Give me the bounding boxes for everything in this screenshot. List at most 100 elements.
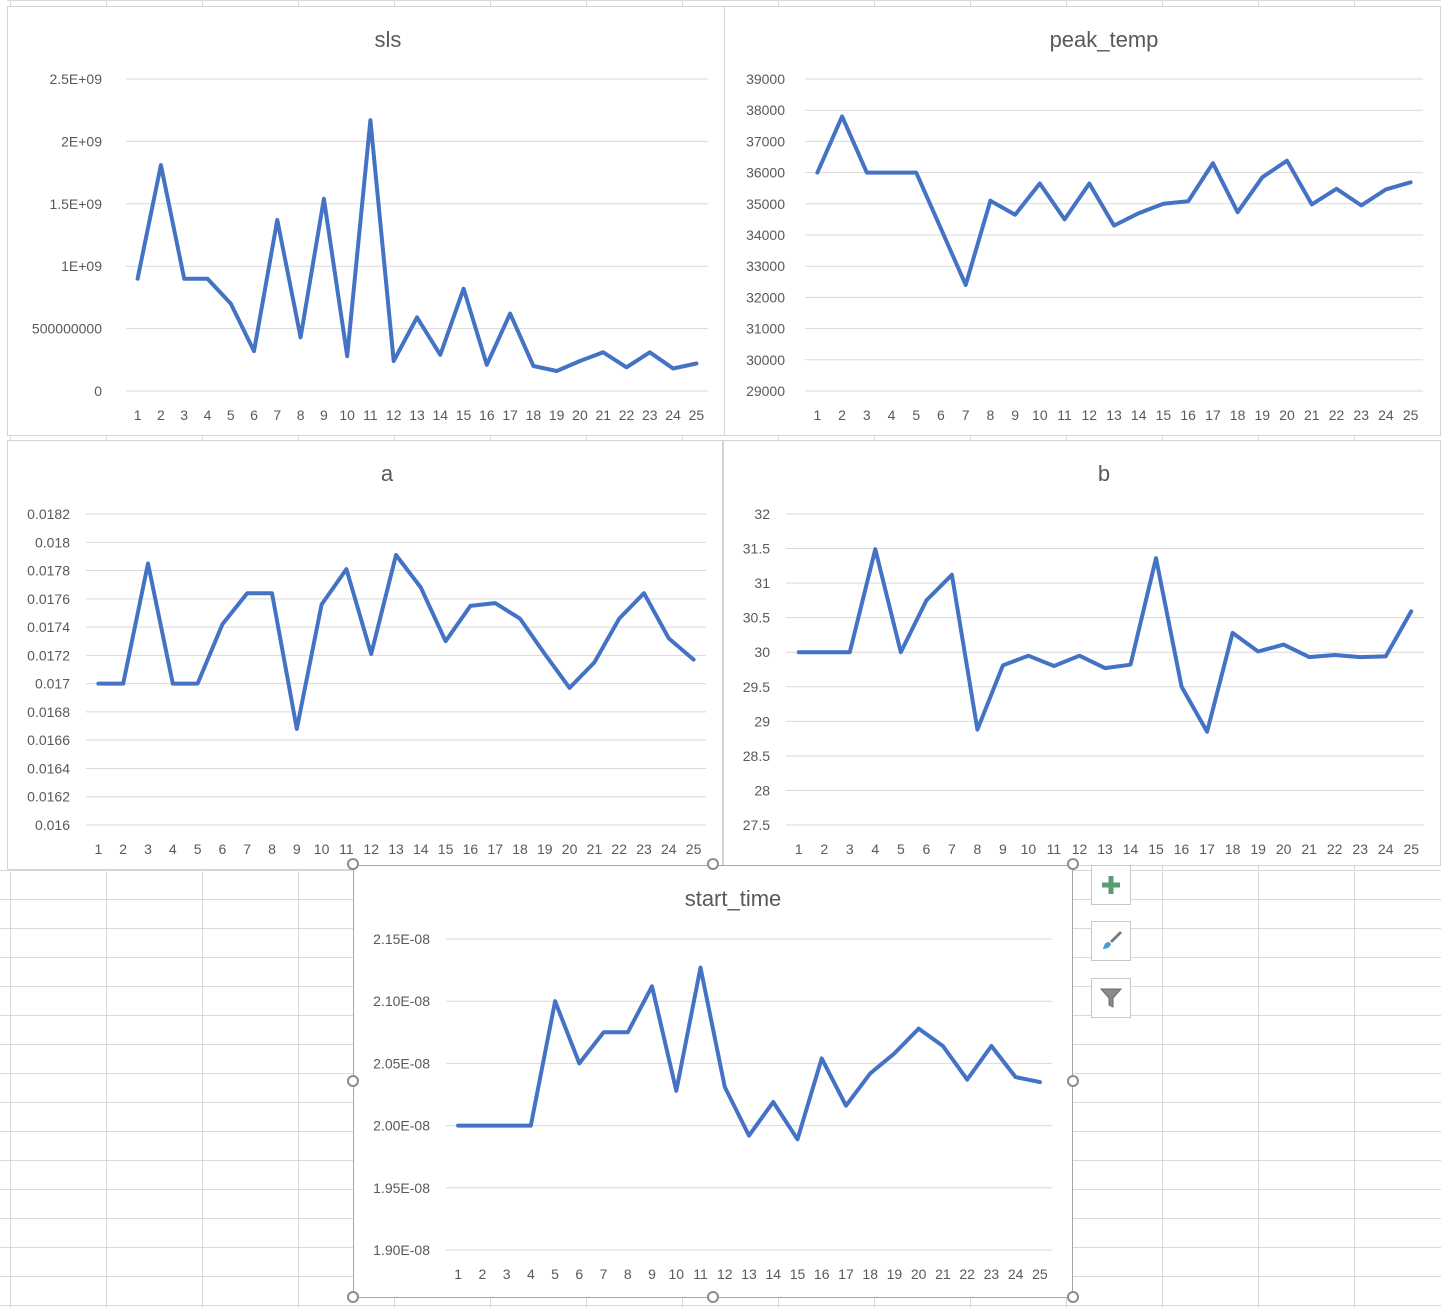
x-tick-label: 8	[987, 407, 995, 423]
series-line[interactable]	[815, 114, 1413, 287]
x-tick-label: 10	[339, 407, 355, 423]
x-tick-label: 13	[388, 841, 404, 857]
resize-handle-bottom-left[interactable]	[347, 1291, 359, 1303]
chart-sls[interactable]: 0 500000000 1E+09 1.5E+09 2E+09 2.5E+09 1 2 3 4 5 6…	[7, 6, 725, 436]
x-tick-label: 11	[339, 841, 354, 857]
y-tick-label: 30.5	[743, 610, 770, 626]
x-tick-label: 22	[1327, 841, 1343, 857]
y-tick-label: 0.0176	[27, 591, 70, 607]
x-tick-label: 6	[922, 841, 930, 857]
chart-peak-temp[interactable]: 29000 30000 31000 32000 33000 34000 35000 36000…	[724, 6, 1441, 436]
resize-handle-top-left[interactable]	[347, 858, 359, 870]
x-tick-label: 16	[1180, 407, 1196, 423]
resize-handle-top-center[interactable]	[707, 858, 719, 870]
x-tick-label: 19	[887, 1266, 903, 1282]
x-tick-label: 15	[456, 407, 472, 423]
chart-elements-button[interactable]	[1091, 865, 1131, 905]
y-tick-label: 37000	[746, 133, 785, 149]
x-tick-label: 7	[948, 841, 956, 857]
chart-title: start_time	[685, 886, 782, 911]
x-tick-label: 5	[551, 1266, 559, 1282]
x-tick-label: 15	[790, 1266, 806, 1282]
x-tick-label: 2	[478, 1266, 486, 1282]
resize-handle-bottom-right[interactable]	[1067, 1291, 1079, 1303]
x-tick-label: 12	[1072, 841, 1088, 857]
x-tick-label: 3	[180, 407, 188, 423]
series-line[interactable]	[456, 965, 1042, 1142]
x-tick-label: 23	[984, 1266, 1000, 1282]
x-tick-label: 7	[243, 841, 251, 857]
y-tick-label: 31000	[746, 321, 785, 337]
chart-title: a	[381, 461, 394, 486]
x-tick-label: 12	[386, 407, 402, 423]
x-tick-label: 3	[144, 841, 152, 857]
y-tick-label: 27.5	[743, 817, 770, 833]
x-tick-label: 19	[1250, 841, 1266, 857]
chart-start-time[interactable]: 1.90E-08 1.95E-08 2.00E-08 2.05E-08 2.10E-08…	[353, 865, 1073, 1298]
y-tick-label: 34000	[746, 227, 785, 243]
x-tick-label: 22	[959, 1266, 975, 1282]
y-tick-label: 1.95E-08	[373, 1180, 430, 1196]
y-tick-label: 38000	[746, 102, 785, 118]
y-tick-label: 29000	[746, 383, 785, 399]
x-tick-label: 18	[1230, 407, 1246, 423]
chart-styles-button[interactable]	[1091, 921, 1131, 961]
x-tick-label: 7	[962, 407, 970, 423]
y-tick-label: 29	[754, 713, 770, 729]
y-tick-label: 2.10E-08	[373, 993, 430, 1009]
y-tick-label: 39000	[746, 71, 785, 87]
x-tick-label: 25	[1403, 841, 1419, 857]
y-tick-label: 0.016	[35, 817, 70, 833]
x-tick-label: 2	[838, 407, 846, 423]
x-tick-label: 24	[1378, 841, 1394, 857]
y-tick-label: 28.5	[743, 748, 770, 764]
x-tick-label: 23	[1352, 841, 1368, 857]
x-tick-label: 13	[1106, 407, 1122, 423]
chart-filters-button[interactable]	[1091, 978, 1131, 1018]
y-tick-label: 0.0164	[27, 760, 70, 776]
x-tick-label: 16	[1174, 841, 1190, 857]
x-tick-label: 11	[363, 407, 378, 423]
x-tick-label: 19	[1255, 407, 1271, 423]
series-line[interactable]	[796, 547, 1414, 734]
x-tick-label: 4	[888, 407, 896, 423]
x-tick-label: 9	[648, 1266, 656, 1282]
x-tick-label: 17	[1199, 841, 1215, 857]
x-tick-label: 6	[219, 841, 227, 857]
x-tick-label: 21	[1304, 407, 1320, 423]
x-tick-label: 18	[512, 841, 528, 857]
x-tick-label: 21	[595, 407, 611, 423]
chart-title: sls	[375, 27, 402, 52]
x-tick-label: 3	[846, 841, 854, 857]
x-tick-label: 25	[686, 841, 702, 857]
y-tick-label: 1E+09	[61, 258, 102, 274]
y-tick-label: 0.0162	[27, 789, 70, 805]
resize-handle-top-right[interactable]	[1067, 858, 1079, 870]
x-tick-label: 17	[1205, 407, 1221, 423]
x-tick-label: 13	[409, 407, 425, 423]
resize-handle-middle-left[interactable]	[347, 1075, 359, 1087]
x-tick-label: 2	[157, 407, 165, 423]
x-tick-label: 14	[1123, 841, 1139, 857]
x-tick-label: 21	[1301, 841, 1317, 857]
x-tick-label: 1	[795, 841, 803, 857]
y-tick-label: 0.0172	[27, 647, 70, 663]
x-tick-label: 16	[479, 407, 495, 423]
chart-b[interactable]: 27.5 28 28.5 29 29.5 30 30.5 31 31.5 32 1 2 3 4 5 6 7 8 9 1…	[723, 440, 1441, 866]
y-tick-label: 2.00E-08	[373, 1118, 430, 1134]
resize-handle-middle-right[interactable]	[1067, 1075, 1079, 1087]
series-line[interactable]	[96, 553, 696, 731]
y-tick-label: 2.05E-08	[373, 1055, 430, 1071]
y-tick-label: 1.5E+09	[49, 196, 102, 212]
y-tick-label: 2E+09	[61, 133, 102, 149]
x-tick-label: 11	[1047, 841, 1062, 857]
y-tick-label: 33000	[746, 258, 785, 274]
resize-handle-bottom-center[interactable]	[707, 1291, 719, 1303]
series-line[interactable]	[135, 118, 699, 373]
x-tick-label: 6	[937, 407, 945, 423]
x-tick-label: 6	[575, 1266, 583, 1282]
chart-a[interactable]: 0.016 0.0162 0.0164 0.0166 0.0168 0.017 0.0172…	[7, 440, 723, 870]
x-tick-label: 5	[194, 841, 202, 857]
